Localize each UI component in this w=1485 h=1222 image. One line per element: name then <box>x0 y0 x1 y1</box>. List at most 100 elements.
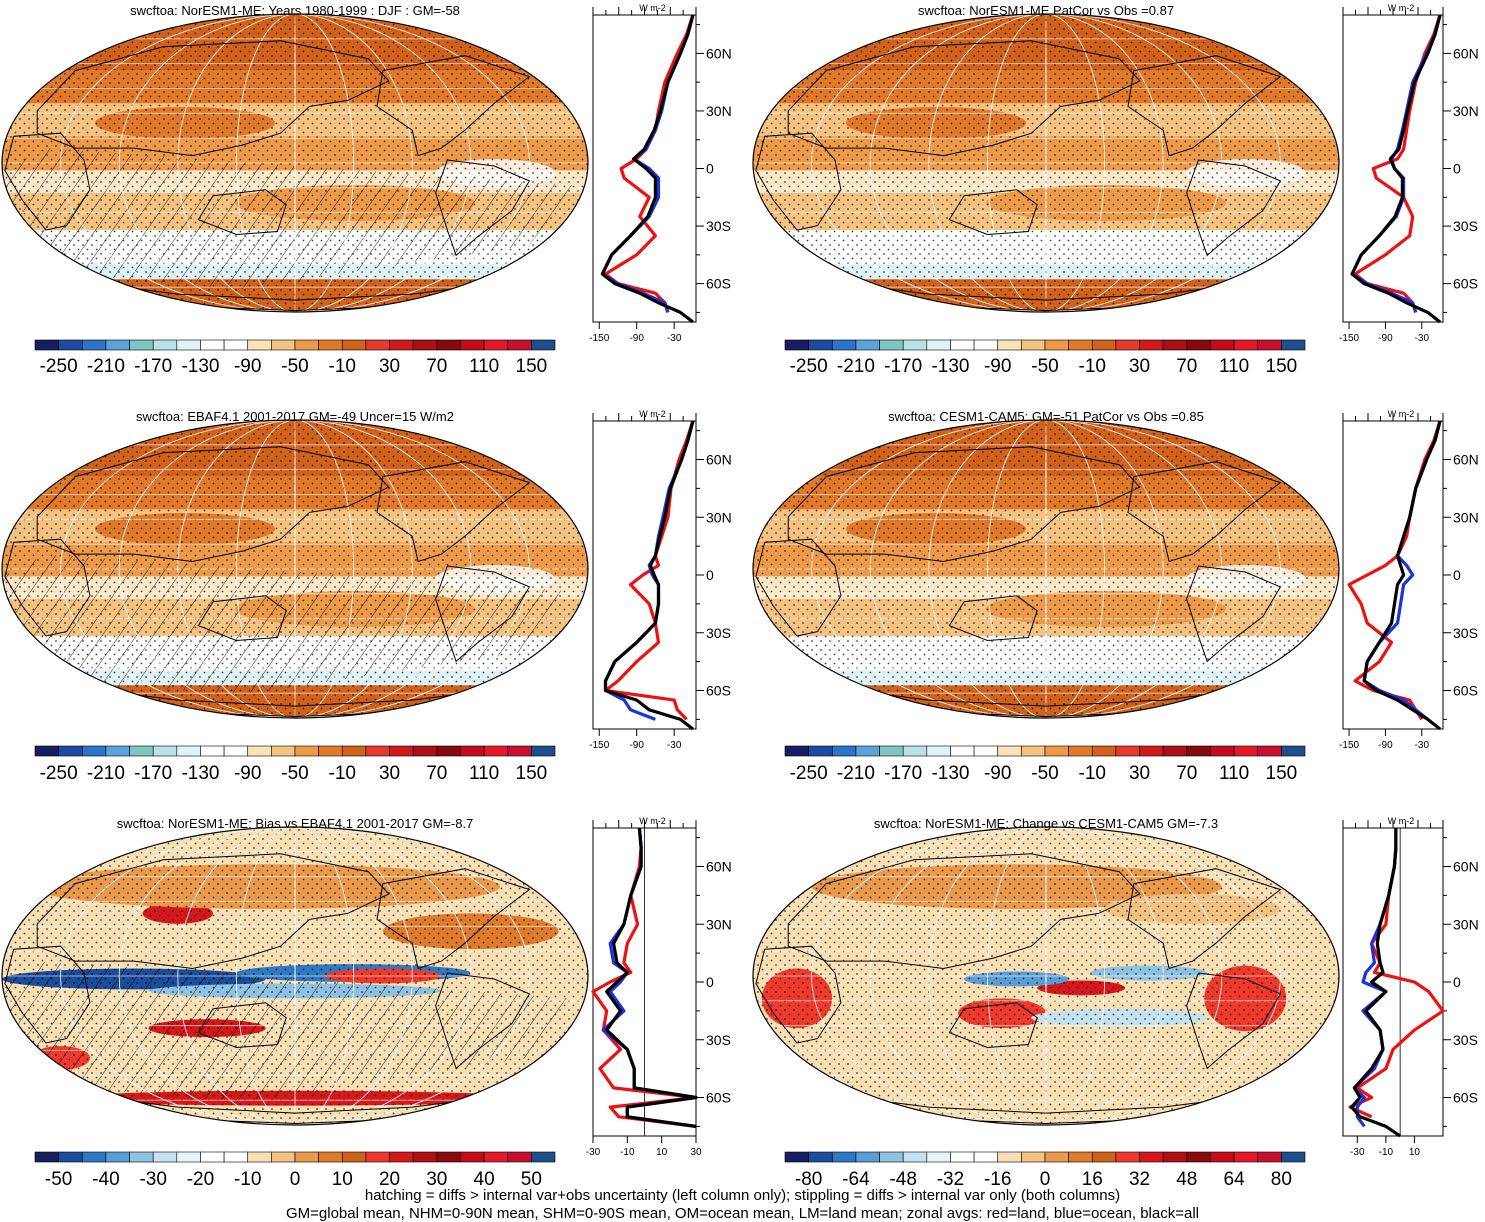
colorbar-label: -40 <box>92 1169 119 1190</box>
colorbar-swatch <box>1186 339 1211 351</box>
colorbar-label: 32 <box>1129 1169 1150 1190</box>
colorbar-label: -90 <box>234 356 261 377</box>
coastline <box>36 446 390 563</box>
coastline <box>1127 55 1282 157</box>
colorbar-swatch <box>808 1151 833 1163</box>
zonal-plot-2: W m-2 60N 30N 0 30S 60S -150 -90 -30 <box>1339 3 1479 344</box>
colorbar-swatch <box>1139 1151 1164 1163</box>
colorbar-swatch <box>855 339 880 351</box>
colorbar-swatch <box>223 339 249 351</box>
colorbar-label: 30 <box>379 763 400 784</box>
coastline <box>1186 565 1282 663</box>
zonal-series-all <box>603 420 695 731</box>
colorbar-swatch <box>1091 1151 1117 1163</box>
colorbar-swatch <box>1139 745 1164 757</box>
lat-tick-label: 60S <box>1453 276 1478 292</box>
colorbar-swatch <box>784 745 809 757</box>
colorbar-swatch <box>200 745 225 757</box>
colorbar-swatch <box>152 745 178 757</box>
x-tick-label: 10 <box>1409 1147 1421 1158</box>
colorbar-label: -250 <box>790 356 828 377</box>
colorbar-swatch <box>365 1151 390 1163</box>
lat-tick-label: 0 <box>1453 974 1461 990</box>
lat-tick-label: 60S <box>706 683 731 699</box>
colorbar-label: 30 <box>1129 763 1150 784</box>
coastline <box>948 189 1038 236</box>
colorbar-swatch <box>460 745 485 757</box>
colorbar-swatch <box>483 1151 509 1163</box>
colorbar-label: -10 <box>234 1169 261 1190</box>
colorbar-swatch <box>389 339 414 351</box>
colorbar-swatch <box>831 745 857 757</box>
colorbar-swatch <box>950 1151 975 1163</box>
colorbar-swatch <box>997 339 1022 351</box>
graticule-meridian <box>987 420 1106 718</box>
lat-tick-label: 30N <box>706 916 732 932</box>
map-border <box>752 419 1340 719</box>
map-field <box>753 420 1339 718</box>
lat-tick-label: 30N <box>1453 103 1479 119</box>
colorbar-swatch <box>105 745 130 757</box>
map-panel-4 <box>752 419 1340 719</box>
graticule-meridian <box>1045 14 1047 312</box>
graticule-meridian <box>987 827 1106 1125</box>
panel-title-2: swcftoa: NorESM1-ME PatCor vs Obs =0.87 <box>918 3 1174 18</box>
graticule-meridian <box>928 420 1164 718</box>
lat-tick-label: 30S <box>1453 625 1478 641</box>
colorbar-swatch <box>223 745 249 757</box>
coastline <box>755 132 842 231</box>
colorbar-swatch <box>1115 745 1140 757</box>
colorbar-swatch <box>1186 1151 1211 1163</box>
colorbar-swatch <box>808 339 833 351</box>
colorbar-swatch <box>223 1151 249 1163</box>
colorbar-swatch <box>1068 339 1093 351</box>
colorbar-label: -20 <box>187 1169 214 1190</box>
colorbar-swatch <box>294 1151 319 1163</box>
lat-tick-label: 30N <box>706 103 732 119</box>
zonal-series-all <box>1350 828 1401 1138</box>
lat-tick-label: 30N <box>706 509 732 525</box>
colorbar-swatch <box>271 745 296 757</box>
colorbar-swatch <box>176 745 201 757</box>
colorbar-label: -250 <box>790 763 828 784</box>
colorbar-label: 110 <box>1219 763 1249 784</box>
colorbar-swatch <box>271 339 296 351</box>
colorbar-label: 70 <box>1176 763 1197 784</box>
zonal-series-land <box>603 14 695 313</box>
x-tick-label: -90 <box>1378 740 1393 751</box>
zonal-plot-1: W m-2 60N 30N 0 30S 60S -150 -90 -30 <box>589 3 731 344</box>
colorbar-label: -170 <box>134 356 172 377</box>
zonal-series-all <box>605 827 698 1128</box>
colorbar-label: -170 <box>884 356 922 377</box>
lat-tick-label: 60S <box>706 1090 731 1106</box>
lat-tick-label: 60N <box>706 45 732 61</box>
colorbar-swatch <box>1044 745 1069 757</box>
colorbar-label: 0 <box>1040 1169 1051 1190</box>
colorbar-label: -250 <box>40 356 78 377</box>
graticule-meridian <box>928 14 1164 312</box>
colorbar-swatch <box>997 1151 1022 1163</box>
colorbar-label: 150 <box>1266 356 1298 377</box>
colorbar-label: -10 <box>329 763 356 784</box>
figure-canvas: swcftoa: NorESM1-ME: Years 1980-1999 : D… <box>1 3 1479 1190</box>
colorbar-label: -130 <box>181 356 219 377</box>
lat-tick-label: 30S <box>1453 1032 1478 1048</box>
graticule-meridian <box>811 420 1281 718</box>
colorbar-swatch <box>1115 339 1140 351</box>
zonal-plot-5: W m-2 60N 30N 0 30S 60S -30 -10 10 30 <box>586 816 732 1158</box>
graticule-meridian <box>928 827 1164 1125</box>
coastline <box>36 40 390 157</box>
colorbar-swatch <box>902 745 928 757</box>
colorbar-label: -130 <box>931 356 969 377</box>
colorbar-swatch <box>973 339 999 351</box>
colorbar-swatch <box>1091 745 1117 757</box>
coastline <box>435 565 531 663</box>
colorbar-swatch <box>1186 745 1211 757</box>
graticule-meridian <box>811 14 1281 312</box>
lat-tick-label: 0 <box>706 161 714 177</box>
colorbar-swatch <box>831 1151 857 1163</box>
lat-tick-label: 60N <box>706 452 732 468</box>
colorbar-swatch <box>902 339 928 351</box>
colorbar-swatch <box>58 1151 83 1163</box>
colorbar-swatch <box>129 1151 154 1163</box>
